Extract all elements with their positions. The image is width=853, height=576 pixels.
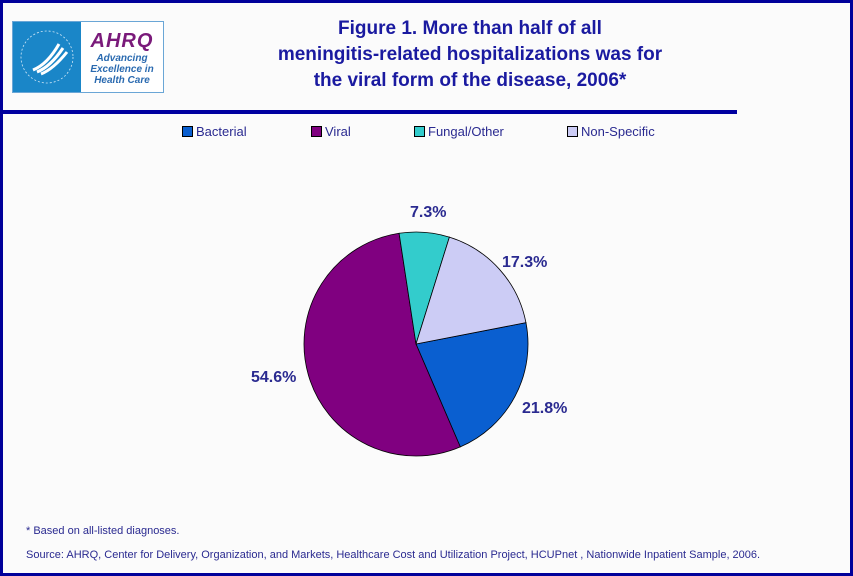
- ahrq-tagline: Advancing Excellence in Health Care: [90, 53, 154, 86]
- pie-slice-bacterial: [415, 322, 529, 448]
- legend-label: Fungal/Other: [428, 124, 504, 139]
- data-label-viral: 54.6%: [251, 369, 297, 386]
- ahrq-wordmark: AHRQ: [90, 30, 154, 52]
- legend-swatch: [567, 126, 578, 137]
- legend-label: Non-Specific: [581, 124, 655, 139]
- legend-item-bacterial: Bacterial: [182, 124, 247, 139]
- source-note: Source: AHRQ, Center for Delivery, Organ…: [26, 549, 761, 561]
- legend-item-fungal-other: Fungal/Other: [414, 124, 504, 139]
- legend-label: Bacterial: [196, 124, 247, 139]
- legend-swatch: [414, 126, 425, 137]
- title-line: Figure 1. More than half of all: [338, 18, 602, 39]
- data-label-bacterial: 21.8%: [522, 400, 568, 417]
- legend-item-viral: Viral: [311, 124, 351, 139]
- chart-title: Figure 1. More than half of all meningit…: [200, 16, 740, 94]
- legend-swatch: [182, 126, 193, 137]
- pie-slice-non-specific: [415, 236, 527, 345]
- title-line: meningitis-related hospitalizations was …: [277, 44, 663, 65]
- ahrq-logo: AHRQ Advancing Excellence in Health Care: [12, 21, 164, 93]
- header-divider: [3, 110, 737, 114]
- legend-swatch: [311, 126, 322, 137]
- legend-label: Viral: [325, 124, 351, 139]
- footnote: * Based on all-listed diagnoses.: [26, 525, 180, 537]
- data-label-fungal-other: 7.3%: [410, 204, 447, 221]
- title-line: the viral form of the disease, 2006*: [313, 70, 627, 91]
- pie-slice-viral: [303, 232, 461, 457]
- legend-item-non-specific: Non-Specific: [567, 124, 655, 139]
- data-label-non-specific: 17.3%: [502, 254, 548, 271]
- hhs-seal-icon: [13, 22, 81, 92]
